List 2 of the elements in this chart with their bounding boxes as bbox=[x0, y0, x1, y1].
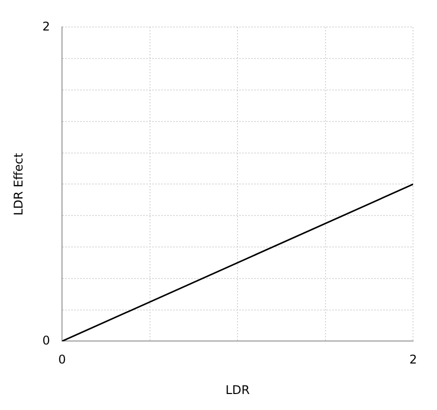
x-axis-title: LDR bbox=[225, 382, 250, 397]
y-axis-title: LDR Effect bbox=[11, 152, 26, 216]
